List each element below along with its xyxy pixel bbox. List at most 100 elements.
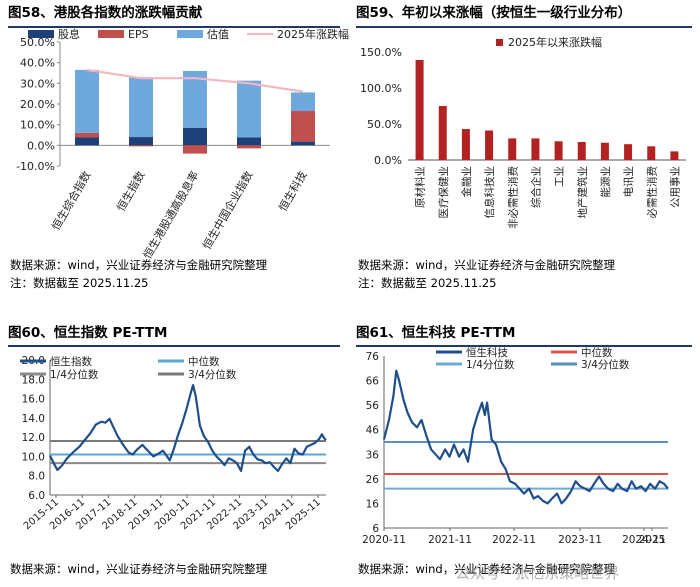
pe-series-line: [49, 383, 327, 473]
pe-series-line: [382, 369, 669, 505]
x-tick-label: 2024-11: [622, 534, 666, 546]
legend-swatch-EPS: [98, 30, 124, 38]
y-tick-label: 0.0%: [27, 139, 55, 152]
x-tick-label: 2023-11: [558, 534, 602, 546]
figure-61-title-rule: [356, 345, 692, 347]
x-category-label: 必需性消费: [645, 166, 658, 219]
legend-label: 恒生指数: [50, 355, 92, 368]
legend-swatch-估值: [177, 30, 203, 38]
y-tick-label: 150.0%: [360, 46, 402, 59]
y-tick-label: 10.0: [22, 451, 45, 463]
figure-61-title: 图61、恒生科技 PE-TTM: [356, 325, 516, 341]
y-tick-label: 6.0: [28, 490, 45, 502]
x-tick-label: 2025: [639, 534, 666, 546]
y-tick-label: 20.0%: [20, 98, 55, 111]
bar: [670, 151, 679, 160]
bar-segment-EPS: [291, 111, 315, 142]
bar: [438, 106, 447, 160]
bar: [647, 146, 656, 160]
bar-segment-估值: [291, 92, 315, 112]
bar-segment-股息: [237, 137, 261, 146]
bar: [461, 129, 470, 160]
figure-61-panel: 图61、恒生科技 PE-TTM 数据来源：wind，兴业证券经济与金融研究院整理: [356, 322, 692, 584]
y-tick-label: 16.0: [22, 394, 45, 406]
bar-segment-股息: [75, 137, 99, 146]
watermark-text: 公众号 · 张忆东策略世界: [455, 564, 620, 582]
legend-label-估值: 估值: [207, 28, 229, 41]
x-tick-label: 2020-11: [362, 534, 406, 546]
y-tick-label: 16: [366, 498, 380, 510]
y-tick-label: 46: [366, 425, 380, 437]
x-category-label: 非必需性消费: [506, 166, 519, 229]
legend-swatch: [496, 39, 503, 46]
figure-60-source: 数据来源：wind，兴业证券经济与金融研究院整理: [10, 562, 268, 576]
figure-58-title: 图58、港股各指数的涨跌幅贡献: [8, 5, 203, 21]
y-tick-label: 14.0: [22, 413, 45, 425]
bar: [624, 144, 633, 160]
x-category-label: 电讯业: [622, 166, 635, 198]
y-tick-label: 36: [366, 449, 380, 461]
legend-label: 中位数: [188, 355, 220, 368]
y-tick-label: 12.0: [22, 432, 45, 444]
bar: [531, 138, 540, 160]
legend-label: 恒生科技: [466, 346, 508, 359]
legend-label: 2025年以来涨跌幅: [508, 35, 602, 49]
bar-segment-EPS: [75, 132, 99, 138]
figure-58-note: 注：数据截至 2025.11.25: [10, 276, 149, 290]
x-tick-label: 2021-11: [428, 534, 472, 546]
x-category-label: 金融业: [460, 166, 473, 198]
y-tick-label: 8.0: [28, 471, 45, 483]
y-tick-label: 56: [366, 400, 380, 412]
bar-segment-EPS: [237, 145, 261, 149]
figure-60-chart: 20.018.016.014.012.010.08.06.02015-11201…: [20, 355, 327, 532]
legend-label-EPS: EPS: [128, 28, 149, 41]
bar-segment-股息: [129, 137, 153, 146]
y-tick-label: 26: [366, 474, 380, 486]
y-tick-label: -10.0%: [16, 160, 55, 173]
figure-59-note: 注：数据截至 2025.11.25: [358, 276, 497, 290]
bar-segment-估值: [237, 80, 261, 138]
x-category-label: 恒生综合指数: [48, 169, 93, 233]
bar: [508, 138, 517, 160]
figure-58-chart: 50.0% 40.0% 30.0% 20.0% 10.0% 0.0% -10.0%恒生综合指…: [16, 27, 349, 261]
y-tick-label: 100.0%: [360, 82, 402, 95]
x-tick-label: 2022-11: [492, 534, 536, 546]
bar-segment-EPS: [183, 145, 207, 154]
legend-label: 1/4分位数: [50, 368, 99, 381]
bar-segment-估值: [183, 70, 207, 128]
figure-59-title-rule: [356, 26, 692, 28]
legend-label: 1/4分位数: [466, 358, 515, 371]
legend-label: 3/4分位数: [581, 358, 630, 371]
bar-segment-估值: [129, 77, 153, 138]
figure-61-source: 数据来源：wind，兴业证券经济与金融研究院整理: [358, 562, 616, 576]
bar-segment-EPS: [129, 145, 153, 147]
y-tick-label: 10.0%: [20, 119, 55, 132]
bar-segment-股息: [291, 141, 315, 146]
figure-59-chart: 150.0% 100.0% 50.0% 0.0% 原材料业 医疗保健业 金融业 信息科技业 非必…: [360, 35, 686, 229]
y-tick-label: 66: [366, 376, 380, 388]
bar: [600, 142, 609, 160]
legend-label: 中位数: [581, 346, 613, 359]
y-tick-label: 40.0%: [20, 57, 55, 70]
y-tick-label: 6: [372, 523, 379, 535]
y-tick-label: 18.0: [22, 374, 45, 386]
x-category-label: 工业: [554, 166, 566, 187]
x-category-label: 公用事业: [668, 166, 681, 208]
x-category-label: 综合企业: [529, 166, 542, 208]
figure-59-title: 图59、年初以来涨幅（按恒生一级行业分布）: [356, 5, 632, 21]
legend-label: 3/4分位数: [188, 368, 237, 381]
figure-60-title-rule: [8, 345, 340, 347]
bar: [415, 59, 424, 160]
bar: [554, 141, 563, 160]
bar-segment-估值: [75, 69, 99, 133]
x-category-label: 恒生港股通高股息率: [140, 169, 202, 262]
x-category-label: 医疗保健业: [437, 166, 450, 219]
x-category-label: 地产建筑业: [576, 166, 589, 219]
figure-58-title-rule: [8, 26, 340, 28]
figure-59-source: 数据来源：wind，兴业证券经济与金融研究院整理: [358, 258, 616, 272]
x-category-label: 信息科技业: [483, 166, 496, 219]
bar: [485, 130, 494, 160]
legend-label-股息: 股息: [58, 27, 80, 41]
y-tick-label: 0.0%: [374, 154, 402, 167]
x-category-label: 恒生中国企业指数: [199, 169, 255, 252]
